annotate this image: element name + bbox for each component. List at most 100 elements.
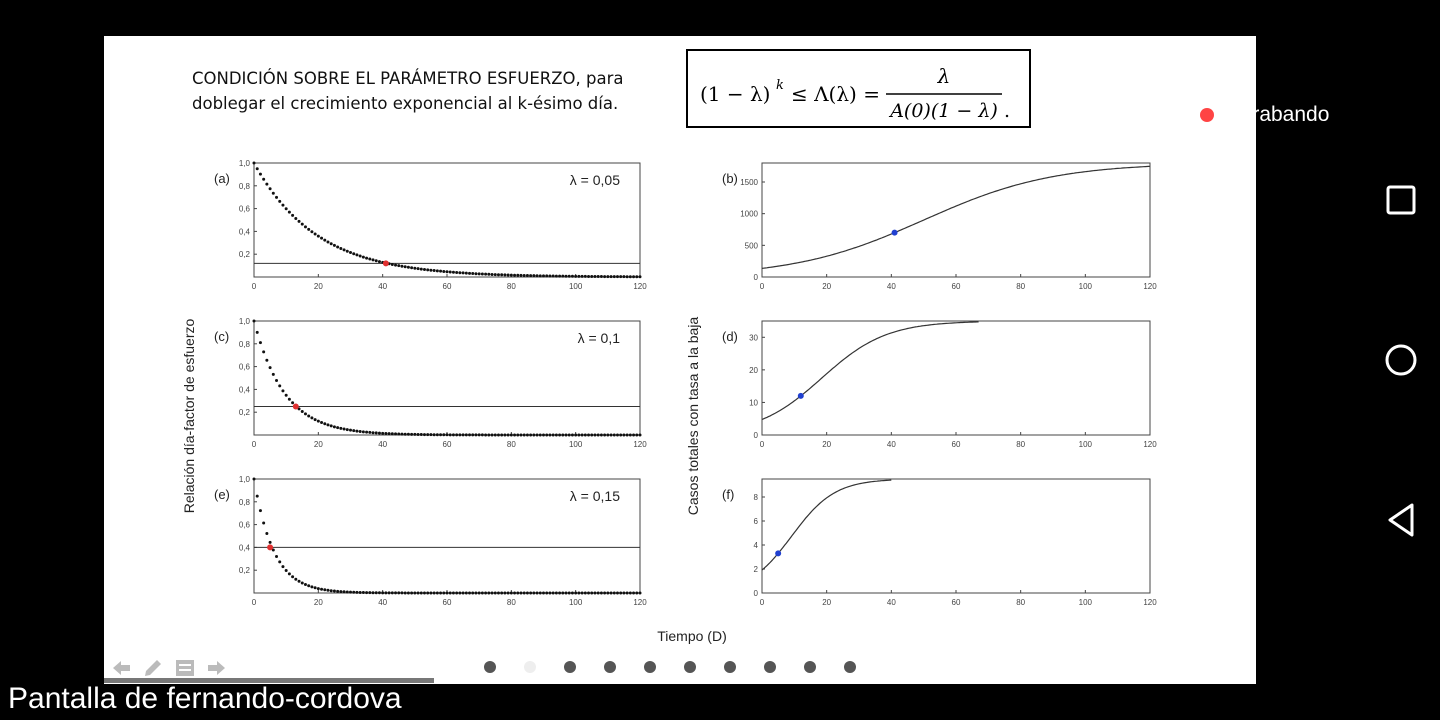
data-point bbox=[320, 236, 324, 240]
data-point bbox=[371, 431, 375, 435]
panel-label: (b) bbox=[722, 171, 738, 186]
x-tick-label: 20 bbox=[314, 598, 323, 607]
data-point bbox=[561, 433, 565, 437]
data-point bbox=[310, 416, 314, 420]
data-point bbox=[307, 414, 311, 418]
data-point bbox=[451, 591, 455, 595]
pen-icon[interactable] bbox=[140, 656, 166, 680]
x-tick-label: 40 bbox=[887, 440, 896, 449]
data-point bbox=[570, 433, 574, 437]
x-tick-label: 120 bbox=[633, 282, 647, 291]
data-point bbox=[506, 273, 510, 277]
y-tick-label: 2 bbox=[754, 565, 759, 574]
circle-nav-icon[interactable] bbox=[1382, 341, 1420, 379]
x-tick-label: 120 bbox=[633, 440, 647, 449]
data-point bbox=[400, 591, 404, 595]
data-point bbox=[422, 433, 426, 437]
data-point bbox=[320, 421, 324, 425]
data-point bbox=[265, 182, 269, 186]
data-point bbox=[300, 410, 304, 414]
data-point bbox=[612, 275, 616, 279]
data-point bbox=[516, 591, 520, 595]
data-point bbox=[339, 426, 343, 430]
slide-dot[interactable] bbox=[804, 661, 816, 673]
data-point bbox=[397, 432, 401, 436]
data-point bbox=[606, 591, 610, 595]
data-point bbox=[445, 591, 449, 595]
data-point bbox=[496, 591, 500, 595]
x-axis-label: Tiempo (D) bbox=[657, 628, 727, 644]
data-point bbox=[548, 274, 552, 278]
data-point bbox=[419, 267, 423, 271]
data-point bbox=[525, 591, 529, 595]
data-point bbox=[406, 265, 410, 269]
data-point bbox=[635, 275, 639, 279]
data-point bbox=[429, 268, 433, 272]
data-point bbox=[567, 591, 571, 595]
data-point bbox=[413, 591, 417, 595]
square-nav-icon[interactable] bbox=[1382, 181, 1420, 219]
y-tick-label: 1500 bbox=[740, 178, 758, 187]
data-point bbox=[377, 260, 381, 264]
data-point bbox=[484, 433, 488, 437]
slide-dot[interactable] bbox=[644, 661, 656, 673]
x-tick-label: 20 bbox=[314, 440, 323, 449]
data-point bbox=[599, 591, 603, 595]
data-point bbox=[593, 591, 597, 595]
data-point bbox=[397, 591, 401, 595]
data-point bbox=[365, 256, 369, 260]
data-point bbox=[500, 433, 504, 437]
data-point bbox=[493, 433, 497, 437]
panel-label: (d) bbox=[722, 329, 738, 344]
x-tick-label: 0 bbox=[760, 598, 765, 607]
slide-dot[interactable] bbox=[724, 661, 736, 673]
data-point bbox=[332, 243, 336, 247]
slide-dot[interactable] bbox=[604, 661, 616, 673]
y-tick-label: 0,2 bbox=[239, 566, 251, 575]
data-point bbox=[545, 433, 549, 437]
triangle-back-icon[interactable] bbox=[1382, 501, 1420, 539]
notes-icon[interactable] bbox=[172, 656, 198, 680]
data-point bbox=[522, 273, 526, 277]
data-point bbox=[561, 274, 565, 278]
data-point bbox=[278, 384, 282, 388]
x-tick-label: 120 bbox=[1143, 282, 1157, 291]
data-point bbox=[313, 418, 317, 422]
recording-indicator[interactable]: Grabando bbox=[1190, 98, 1329, 132]
data-point bbox=[564, 591, 568, 595]
data-point bbox=[374, 591, 378, 595]
slide-dot[interactable] bbox=[844, 661, 856, 673]
x-tick-label: 100 bbox=[569, 440, 583, 449]
slide-dot[interactable] bbox=[564, 661, 576, 673]
x-tick-label: 100 bbox=[569, 282, 583, 291]
back-arrow-icon[interactable] bbox=[108, 656, 134, 680]
slide-dot[interactable] bbox=[484, 661, 496, 673]
data-point bbox=[307, 584, 311, 588]
data-point bbox=[403, 265, 407, 269]
data-point bbox=[593, 433, 597, 437]
data-point bbox=[426, 433, 430, 437]
y-tick-label: 0,8 bbox=[239, 498, 251, 507]
slide-dot[interactable] bbox=[524, 661, 536, 673]
y-tick-label: 0 bbox=[754, 589, 759, 598]
slide-dot[interactable] bbox=[684, 661, 696, 673]
x-tick-label: 0 bbox=[252, 440, 257, 449]
x-tick-label: 100 bbox=[569, 598, 583, 607]
x-tick-label: 80 bbox=[1016, 282, 1025, 291]
data-point bbox=[429, 433, 433, 437]
data-point bbox=[345, 249, 349, 253]
y-tick-label: 8 bbox=[754, 493, 759, 502]
formula-end: . bbox=[1004, 100, 1010, 122]
data-point bbox=[522, 433, 526, 437]
data-point bbox=[349, 590, 352, 594]
data-point bbox=[529, 274, 533, 278]
data-point bbox=[493, 591, 497, 595]
data-point bbox=[632, 275, 636, 279]
y-tick-label: 0,8 bbox=[239, 182, 251, 191]
slide-dot[interactable] bbox=[764, 661, 776, 673]
highlight-point bbox=[797, 392, 804, 399]
record-icon[interactable] bbox=[1190, 98, 1224, 132]
data-point bbox=[525, 274, 529, 278]
forward-arrow-icon[interactable] bbox=[204, 656, 230, 680]
formula-box: (1 − λ) k ≤ Λ(λ) = λ A(0)(1 − λ) . bbox=[686, 49, 1031, 128]
